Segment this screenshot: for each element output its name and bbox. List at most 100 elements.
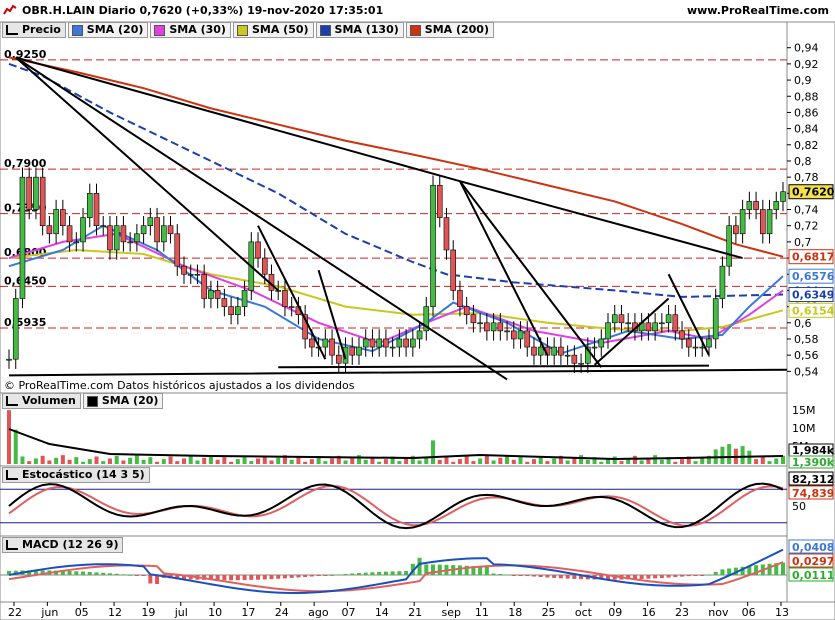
legend-macd[interactable]: MACD (12 26 9) (2, 537, 124, 553)
candle[interactable] (46, 225, 53, 235)
candle[interactable] (578, 362, 584, 365)
candle[interactable] (450, 249, 457, 291)
candle[interactable] (100, 225, 107, 228)
volume-bar[interactable] (148, 457, 153, 464)
macd-histogram-bar[interactable] (579, 575, 584, 580)
volume-bar[interactable] (464, 456, 469, 464)
volume-bar[interactable] (451, 461, 456, 464)
macd-histogram-bar[interactable] (700, 575, 705, 576)
candle[interactable] (517, 330, 524, 340)
volume-bar[interactable] (659, 459, 664, 464)
volume-bar[interactable] (760, 456, 765, 464)
volume-bar[interactable] (67, 459, 72, 464)
candle[interactable] (780, 191, 786, 202)
macd-histogram-bar[interactable] (606, 575, 611, 580)
candle[interactable] (726, 225, 732, 267)
volume-bar[interactable] (505, 455, 510, 464)
volume-bar[interactable] (175, 461, 180, 464)
candle[interactable] (228, 306, 234, 316)
volume-bar[interactable] (121, 460, 126, 464)
volume-bar[interactable] (74, 457, 79, 464)
volume-bar[interactable] (693, 461, 698, 464)
volume-bar[interactable] (518, 457, 523, 464)
volume-bar[interactable] (437, 459, 442, 464)
macd-histogram-bar[interactable] (552, 575, 557, 578)
macd-histogram-bar[interactable] (464, 565, 469, 575)
macd-histogram-bar[interactable] (558, 575, 563, 579)
macd-histogram-bar[interactable] (781, 562, 785, 575)
candle[interactable] (443, 217, 450, 251)
candle[interactable] (194, 273, 201, 276)
macd-histogram-bar[interactable] (390, 571, 395, 575)
candle[interactable] (457, 290, 463, 307)
candle[interactable] (712, 298, 719, 340)
macd-histogram-bar[interactable] (410, 563, 415, 575)
candle[interactable] (362, 338, 369, 348)
volume-bar[interactable] (706, 455, 711, 464)
macd-histogram-bar[interactable] (673, 575, 678, 578)
macd-histogram-bar[interactable] (505, 574, 510, 576)
volume-bar[interactable] (444, 457, 449, 464)
volume-bar[interactable] (538, 456, 543, 464)
macd-histogram-bar[interactable] (706, 574, 711, 576)
macd-histogram-bar[interactable] (525, 575, 530, 577)
candle[interactable] (537, 346, 544, 356)
candle[interactable] (463, 306, 470, 316)
candle[interactable] (93, 193, 100, 227)
volume-bar[interactable] (531, 459, 536, 464)
macd-histogram-bar[interactable] (215, 575, 220, 581)
macd-histogram-bar[interactable] (350, 573, 355, 575)
volume-bar[interactable] (727, 444, 732, 464)
volume-bar[interactable] (269, 460, 274, 464)
macd-histogram-bar[interactable] (397, 571, 402, 575)
candle[interactable] (652, 322, 658, 332)
candle[interactable] (659, 322, 665, 325)
volume-bar[interactable] (94, 456, 99, 464)
candle[interactable] (174, 233, 181, 267)
volume-bar[interactable] (208, 455, 213, 464)
candle[interactable] (329, 338, 335, 356)
macd-histogram-bar[interactable] (659, 575, 664, 578)
volume-bar[interactable] (370, 457, 375, 464)
macd-histogram-bar[interactable] (222, 575, 227, 581)
volume-bar[interactable] (54, 457, 59, 464)
candle[interactable] (410, 338, 416, 348)
volume-bar[interactable] (686, 456, 691, 464)
volume-bar[interactable] (498, 457, 503, 464)
candle[interactable] (531, 346, 537, 356)
candle[interactable] (107, 225, 113, 251)
candle[interactable] (60, 209, 66, 227)
candle[interactable] (161, 225, 167, 243)
macd-histogram-bar[interactable] (531, 575, 536, 577)
volume-bar[interactable] (619, 461, 624, 464)
volume-bar[interactable] (282, 455, 287, 464)
macd-histogram-bar[interactable] (316, 575, 321, 576)
macd-histogram-bar[interactable] (491, 573, 496, 575)
macd-histogram-bar[interactable] (141, 575, 146, 576)
volume-bar[interactable] (242, 456, 247, 464)
candle[interactable] (282, 290, 288, 307)
macd-histogram-bar[interactable] (767, 563, 772, 575)
candle[interactable] (187, 273, 194, 276)
candle[interactable] (558, 346, 564, 356)
volume-bar[interactable] (60, 455, 65, 464)
macd-histogram-bar[interactable] (67, 570, 72, 575)
candle[interactable] (356, 346, 362, 356)
candle[interactable] (477, 322, 483, 325)
volume-bar[interactable] (128, 457, 133, 464)
candle[interactable] (706, 338, 712, 348)
candle[interactable] (504, 330, 510, 333)
volume-bar[interactable] (330, 458, 335, 464)
macd-histogram-bar[interactable] (639, 575, 644, 579)
volume-bar[interactable] (639, 460, 644, 464)
legend-sma50[interactable]: SMA (50) (232, 22, 314, 38)
candle[interactable] (66, 225, 73, 243)
macd-histogram-bar[interactable] (478, 566, 483, 575)
candle[interactable] (322, 338, 329, 348)
volume-bar[interactable] (316, 456, 321, 464)
candle[interactable] (753, 201, 759, 210)
macd-histogram-bar[interactable] (720, 569, 725, 575)
candle[interactable] (490, 322, 497, 332)
volume-bar[interactable] (195, 460, 200, 464)
candle[interactable] (436, 184, 443, 218)
